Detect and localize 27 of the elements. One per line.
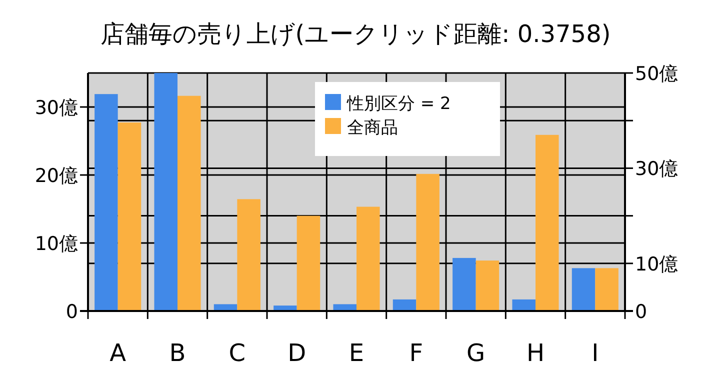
bar: [356, 206, 380, 311]
y-tick-label: 0: [66, 301, 78, 323]
bar: [392, 299, 416, 311]
y-tick-label: 10億: [34, 233, 78, 255]
x-tick-label: F: [409, 339, 424, 367]
y-tick-label: 30億: [34, 97, 78, 119]
x-tick-label: C: [228, 339, 246, 367]
legend-label: 性別区分 = 2: [346, 94, 451, 114]
bar: [416, 174, 440, 311]
legend-label: 全商品: [347, 118, 398, 138]
y-tick-label: 20億: [34, 165, 78, 187]
y2-tick-label: 50億: [635, 63, 678, 85]
bar: [512, 299, 536, 311]
bar: [536, 134, 559, 311]
y2-tick-label: 30億: [635, 158, 678, 180]
x-tick-label: I: [592, 339, 599, 367]
x-tick-label: H: [526, 339, 545, 367]
y2-tick-label: 0: [635, 301, 648, 323]
chart-title: 店舗毎の売り上げ(ユークリッド距離: 0.3758): [100, 20, 611, 48]
bar: [237, 199, 260, 311]
x-tick-label: E: [348, 339, 364, 367]
x-tick-label: B: [169, 339, 186, 367]
y2-tick-label: 10億: [635, 253, 678, 276]
x-tick-label: D: [288, 339, 306, 367]
x-tick-label: A: [110, 339, 127, 367]
x-tick-label: G: [466, 339, 486, 367]
bar: [296, 216, 320, 311]
